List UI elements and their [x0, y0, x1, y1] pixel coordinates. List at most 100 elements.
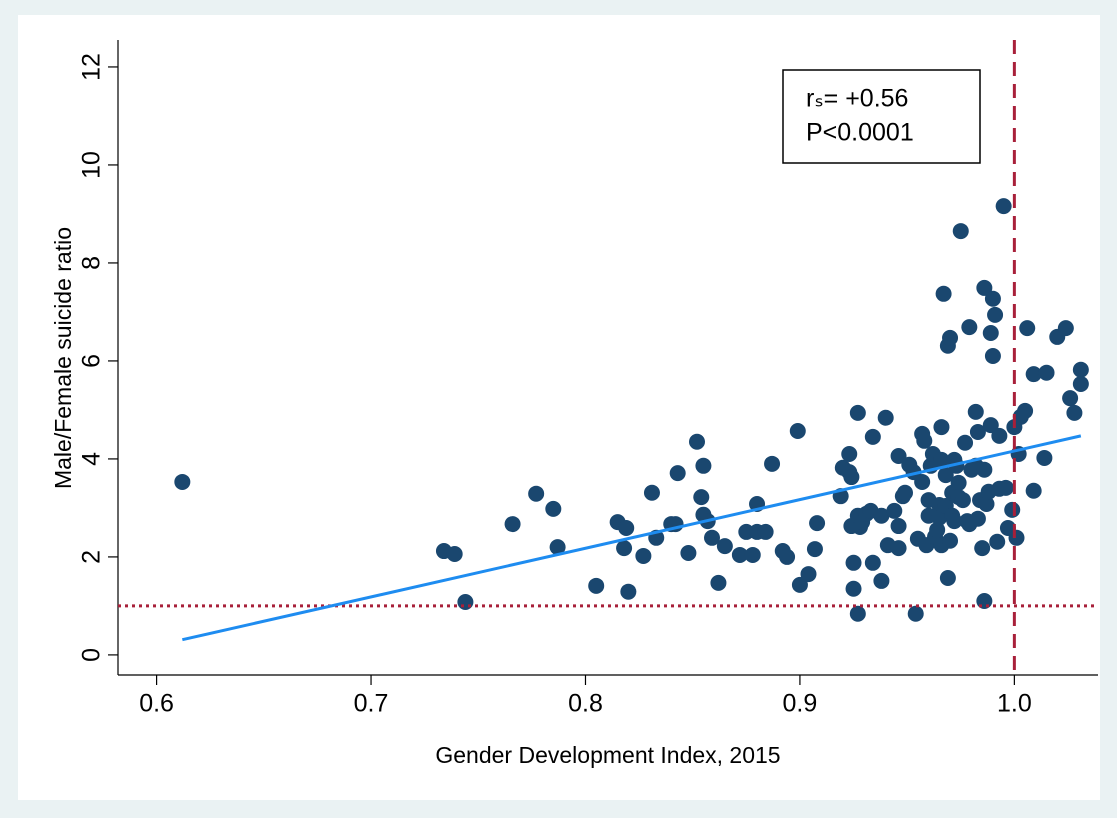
point: [841, 446, 858, 463]
point: [809, 515, 826, 532]
point: [800, 566, 817, 583]
point: [849, 404, 866, 421]
x-tick-label: 0.7: [354, 690, 389, 718]
point: [1008, 529, 1025, 546]
point: [1057, 320, 1074, 337]
y-tick-label: 0: [78, 648, 106, 662]
point: [588, 577, 605, 594]
point: [744, 546, 761, 563]
point: [764, 455, 781, 472]
point: [864, 428, 881, 445]
point: [989, 533, 1006, 550]
point: [961, 319, 978, 336]
point: [907, 605, 924, 622]
point: [982, 417, 999, 434]
point: [504, 516, 521, 533]
point: [937, 467, 954, 484]
point: [1025, 482, 1042, 499]
point: [710, 574, 727, 591]
point: [616, 540, 633, 557]
x-axis-title: Gender Development Index, 2015: [435, 742, 780, 768]
x-tick-label: 0.8: [568, 690, 603, 718]
point: [984, 290, 1001, 307]
point: [1004, 501, 1021, 518]
point: [643, 484, 660, 501]
y-tick-label: 2: [78, 550, 106, 564]
point: [935, 285, 952, 302]
point: [1019, 320, 1036, 337]
point: [950, 474, 967, 491]
point: [779, 548, 796, 565]
point: [976, 461, 993, 478]
point: [618, 520, 635, 537]
point: [890, 540, 907, 557]
point: [976, 593, 993, 610]
point: [757, 523, 774, 540]
point: [545, 500, 562, 517]
annotation-line: rₛ= +0.56: [806, 85, 908, 113]
point: [933, 451, 950, 468]
point: [789, 422, 806, 439]
x-tick-label: 1.0: [997, 690, 1032, 718]
point: [984, 348, 1001, 365]
point: [1066, 404, 1083, 421]
point: [843, 469, 860, 486]
point: [704, 529, 721, 546]
point: [886, 502, 903, 519]
y-tick-label: 6: [78, 354, 106, 368]
point: [942, 329, 959, 346]
point: [864, 554, 881, 571]
point: [987, 306, 1004, 323]
point: [457, 593, 474, 610]
annotation-line: P<0.0001: [806, 119, 914, 147]
point: [845, 554, 862, 571]
point: [1062, 390, 1079, 407]
point: [791, 576, 808, 593]
point: [982, 325, 999, 342]
point: [969, 510, 986, 527]
x-tick-label: 0.9: [783, 690, 818, 718]
point: [997, 479, 1014, 496]
annotation-box: [782, 69, 981, 164]
point: [669, 465, 686, 482]
point: [991, 427, 1008, 444]
point: [635, 547, 652, 564]
point: [995, 198, 1012, 215]
point: [969, 423, 986, 440]
point: [978, 496, 995, 513]
point: [1072, 375, 1089, 392]
point: [952, 223, 969, 240]
point: [890, 518, 907, 535]
point: [890, 447, 907, 464]
point: [916, 432, 933, 449]
point: [942, 532, 959, 549]
y-tick-label: 4: [78, 452, 106, 466]
point: [929, 521, 946, 538]
point: [174, 473, 191, 490]
point: [933, 419, 950, 436]
point: [939, 569, 956, 586]
fit-line: [182, 434, 1082, 642]
y-tick-label: 12: [78, 53, 106, 81]
point: [897, 484, 914, 501]
point: [716, 538, 733, 555]
point: [1072, 361, 1089, 378]
point: [849, 605, 866, 622]
x-tick-label: 0.6: [139, 690, 174, 718]
point: [1017, 402, 1034, 419]
point: [931, 509, 948, 526]
point: [957, 434, 974, 451]
point: [845, 580, 862, 597]
point: [976, 279, 993, 296]
point: [1036, 449, 1053, 466]
point: [693, 489, 710, 506]
point: [946, 513, 963, 530]
point: [967, 403, 984, 420]
point: [877, 409, 894, 426]
point: [954, 492, 971, 509]
point: [680, 544, 697, 561]
point: [914, 473, 931, 490]
point: [873, 572, 890, 589]
y-tick-label: 8: [78, 256, 106, 270]
